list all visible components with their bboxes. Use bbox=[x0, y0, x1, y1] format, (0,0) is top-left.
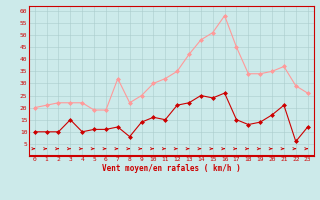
X-axis label: Vent moyen/en rafales ( km/h ): Vent moyen/en rafales ( km/h ) bbox=[102, 164, 241, 173]
